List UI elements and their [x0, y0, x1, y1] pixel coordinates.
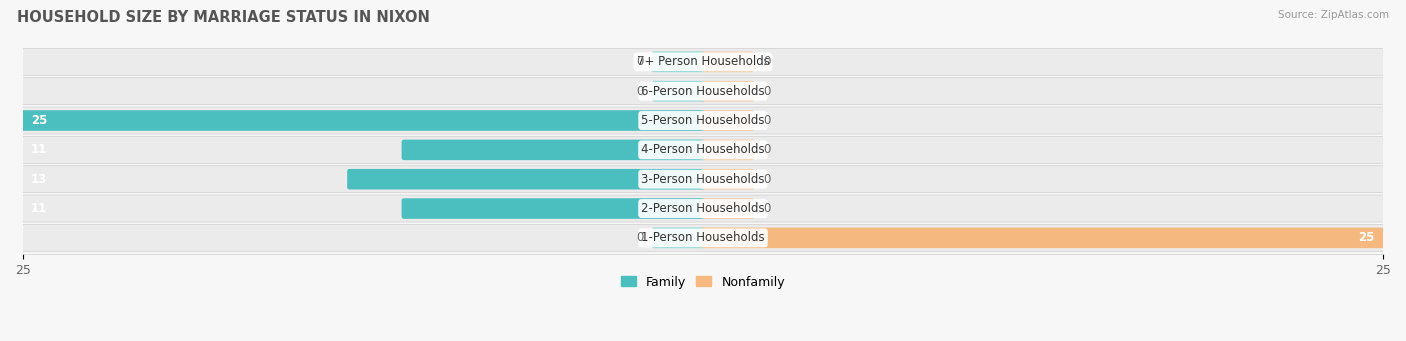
FancyBboxPatch shape [652, 51, 706, 72]
Text: 2-Person Households: 2-Person Households [641, 202, 765, 215]
FancyBboxPatch shape [21, 110, 706, 131]
FancyBboxPatch shape [700, 81, 754, 101]
FancyBboxPatch shape [700, 169, 754, 190]
FancyBboxPatch shape [700, 227, 1385, 248]
Text: 0: 0 [636, 232, 643, 244]
FancyBboxPatch shape [18, 136, 1388, 163]
Text: Source: ZipAtlas.com: Source: ZipAtlas.com [1278, 10, 1389, 20]
Text: 6-Person Households: 6-Person Households [641, 85, 765, 98]
FancyBboxPatch shape [652, 81, 706, 101]
Text: HOUSEHOLD SIZE BY MARRIAGE STATUS IN NIXON: HOUSEHOLD SIZE BY MARRIAGE STATUS IN NIX… [17, 10, 430, 25]
FancyBboxPatch shape [700, 110, 754, 131]
Text: 7+ Person Households: 7+ Person Households [637, 55, 769, 68]
FancyBboxPatch shape [700, 51, 754, 72]
FancyBboxPatch shape [402, 198, 706, 219]
Text: 11: 11 [31, 143, 48, 157]
Text: 5-Person Households: 5-Person Households [641, 114, 765, 127]
Text: 0: 0 [763, 173, 770, 186]
FancyBboxPatch shape [700, 139, 754, 160]
FancyBboxPatch shape [700, 198, 754, 219]
Text: 25: 25 [1358, 232, 1375, 244]
Text: 4-Person Households: 4-Person Households [641, 143, 765, 157]
Text: 3-Person Households: 3-Person Households [641, 173, 765, 186]
FancyBboxPatch shape [402, 139, 706, 160]
Text: 0: 0 [763, 114, 770, 127]
FancyBboxPatch shape [18, 107, 1388, 134]
FancyBboxPatch shape [18, 166, 1388, 193]
Text: 0: 0 [763, 202, 770, 215]
Text: 0: 0 [763, 55, 770, 68]
FancyBboxPatch shape [347, 169, 706, 190]
Text: 25: 25 [31, 114, 48, 127]
FancyBboxPatch shape [18, 224, 1388, 251]
Text: 0: 0 [763, 85, 770, 98]
Text: 1-Person Households: 1-Person Households [641, 232, 765, 244]
Text: 0: 0 [636, 85, 643, 98]
Text: 13: 13 [31, 173, 48, 186]
FancyBboxPatch shape [18, 48, 1388, 75]
Text: 0: 0 [636, 55, 643, 68]
FancyBboxPatch shape [18, 78, 1388, 105]
Text: 0: 0 [763, 143, 770, 157]
FancyBboxPatch shape [18, 195, 1388, 222]
Text: 11: 11 [31, 202, 48, 215]
Legend: Family, Nonfamily: Family, Nonfamily [616, 271, 790, 294]
FancyBboxPatch shape [652, 227, 706, 248]
